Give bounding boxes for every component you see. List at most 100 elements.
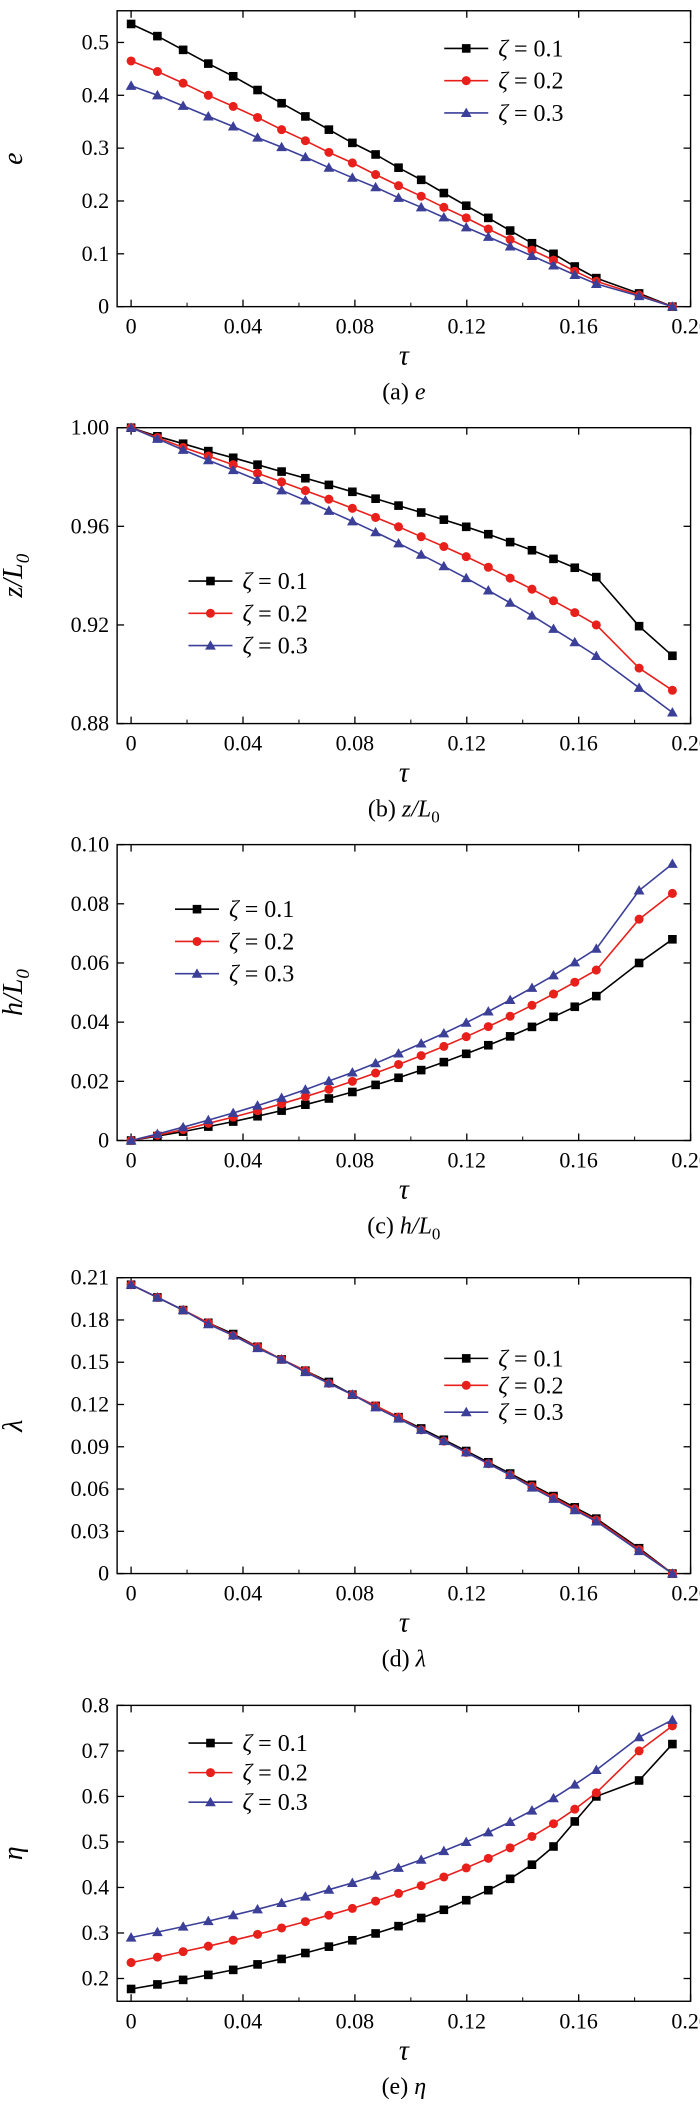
series-1-point bbox=[634, 958, 644, 968]
series-1-point bbox=[324, 1094, 334, 1103]
series-3-point bbox=[569, 269, 581, 279]
y-tick-label: 0.2 bbox=[82, 188, 110, 213]
series-1-point bbox=[301, 473, 310, 483]
legend-marker-3 bbox=[205, 1796, 216, 1807]
series-3-point bbox=[393, 537, 404, 548]
y-tick-label: 0.2 bbox=[82, 1966, 110, 1991]
series-2-point bbox=[548, 989, 559, 999]
series-2-point bbox=[126, 56, 136, 66]
plot-frame bbox=[116, 1704, 692, 2002]
series-3-point bbox=[202, 1318, 214, 1329]
legend-symbol: ζ bbox=[498, 36, 510, 62]
series-3-point bbox=[346, 172, 358, 182]
series-3-point bbox=[548, 623, 559, 633]
series-2-point bbox=[634, 1746, 644, 1756]
series-2-point bbox=[203, 1941, 213, 1951]
series-3-point bbox=[415, 201, 427, 212]
y-tick-label: 0.12 bbox=[71, 1391, 110, 1416]
x-tick-label: 0.16 bbox=[559, 2008, 598, 2033]
series-1-point bbox=[668, 1739, 677, 1749]
x-tick-label: 0.04 bbox=[224, 314, 263, 339]
series-3-point bbox=[370, 181, 381, 192]
series-1-point bbox=[527, 1022, 537, 1032]
series-2-point bbox=[416, 1051, 426, 1061]
series-1-point bbox=[527, 1860, 537, 1870]
legend-symbol: ζ bbox=[242, 569, 254, 595]
legend-entry-1: ζ = 0.1 bbox=[242, 569, 307, 595]
x-tick-label: 0.12 bbox=[448, 1148, 487, 1173]
series-2-point bbox=[347, 158, 357, 168]
series-3-point bbox=[438, 560, 450, 571]
series-3-point bbox=[227, 1330, 239, 1340]
series-3-point bbox=[393, 1862, 404, 1872]
series-2-point bbox=[483, 1022, 493, 1032]
series-1-point bbox=[228, 453, 238, 463]
legend-value: = 0.2 bbox=[508, 1373, 564, 1399]
x-tick-label: 0.08 bbox=[336, 314, 375, 339]
legend-value: = 0.2 bbox=[252, 1761, 308, 1787]
series-3-point bbox=[177, 1121, 189, 1132]
x-tick-label: 0.08 bbox=[336, 2008, 375, 2033]
series-1-point bbox=[634, 621, 644, 631]
x-tick-label: 0.04 bbox=[224, 731, 263, 756]
series-3-point bbox=[590, 278, 602, 288]
legend-symbol: ζ bbox=[229, 897, 241, 923]
series-3-point bbox=[667, 858, 678, 868]
legend-symbol: ζ bbox=[229, 962, 241, 988]
series-3-point bbox=[415, 1038, 427, 1048]
caption-prefix: (b) bbox=[368, 796, 402, 822]
chart-panel-3: 0 0.04 0.08 0.12 0.16 0.20 0 0.02 0.04 0.06 0.08 0.… bbox=[0, 832, 700, 1244]
legend-entry-2: ζ = 0.2 bbox=[229, 929, 294, 955]
series-2-point bbox=[394, 181, 404, 191]
series-3-point bbox=[202, 1114, 214, 1125]
series-2-point bbox=[667, 888, 677, 898]
legend-entry-3: ζ = 0.3 bbox=[242, 1790, 307, 1816]
series-2-point bbox=[548, 596, 559, 606]
series-3-point bbox=[393, 1413, 404, 1423]
series-3-point bbox=[227, 121, 239, 131]
series-2-point bbox=[300, 486, 310, 496]
series-1-point bbox=[153, 1980, 162, 1989]
panel-caption: (b) z/L0 bbox=[368, 796, 440, 826]
series-3-point bbox=[415, 549, 427, 559]
x-tick-label: 0.04 bbox=[224, 1581, 263, 1606]
series-2-point bbox=[277, 1923, 287, 1933]
legend-symbol: ζ bbox=[229, 929, 241, 955]
caption-var: η bbox=[414, 2074, 426, 2100]
series-1-point bbox=[505, 1874, 515, 1884]
series-3-point bbox=[125, 80, 137, 90]
series-1-point bbox=[348, 138, 357, 148]
x-tick-label: 0.08 bbox=[336, 1581, 375, 1606]
series-1-point bbox=[505, 1032, 515, 1041]
series-3-point bbox=[526, 250, 538, 260]
y-axis-label-sub: 0 bbox=[13, 969, 34, 979]
legend-value: = 0.3 bbox=[239, 962, 295, 988]
series-3-point bbox=[370, 526, 381, 537]
x-tick-label: 0 bbox=[126, 731, 137, 756]
legend-marker-1 bbox=[206, 1738, 215, 1748]
series-3-point bbox=[227, 464, 239, 475]
series-2-point bbox=[371, 512, 381, 522]
legend-entry-2: ζ = 0.2 bbox=[242, 601, 307, 627]
series-1-point bbox=[301, 1100, 310, 1110]
series-3-point bbox=[569, 957, 581, 967]
y-axis-label: η bbox=[0, 1846, 29, 1860]
x-tick-label: 0.12 bbox=[448, 314, 487, 339]
series-2-point bbox=[152, 67, 162, 77]
series-2-point bbox=[253, 468, 263, 478]
legend-symbol: ζ bbox=[242, 601, 254, 627]
series-3-point bbox=[667, 1714, 678, 1724]
series-1-point bbox=[592, 572, 601, 582]
legend-marker-2 bbox=[205, 1768, 215, 1778]
series-3-point bbox=[667, 1568, 678, 1578]
y-tick-label: 1.00 bbox=[71, 415, 110, 440]
legend-entry-1: ζ = 0.1 bbox=[229, 897, 294, 923]
series-1-point bbox=[253, 1960, 262, 1969]
series-1-point bbox=[439, 515, 449, 524]
series-3-point bbox=[438, 211, 450, 222]
series-2-point bbox=[570, 608, 580, 618]
legend-entry-2: ζ = 0.2 bbox=[242, 1761, 307, 1787]
legend-entry-2: ζ = 0.2 bbox=[498, 1373, 563, 1399]
panel-caption: (d) λ bbox=[382, 1646, 426, 1672]
series-3-point bbox=[569, 1504, 581, 1515]
